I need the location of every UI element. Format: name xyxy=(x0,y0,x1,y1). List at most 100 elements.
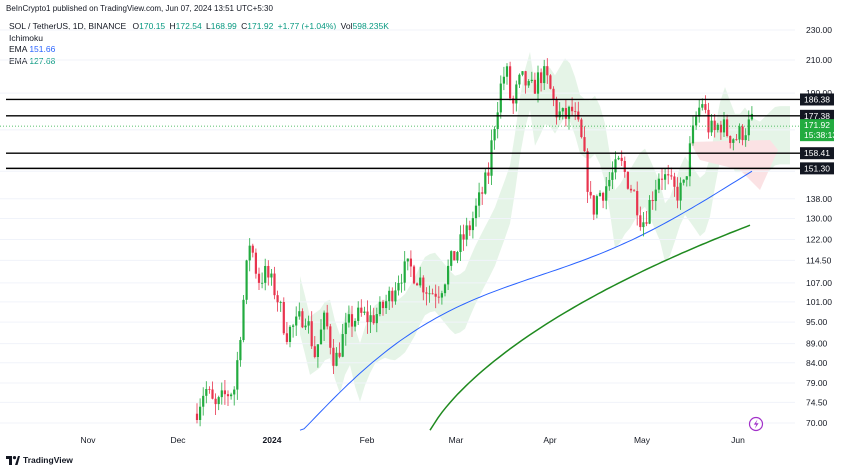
x-tick-label: 2024 xyxy=(263,435,282,445)
high-value: 172.54 xyxy=(175,21,202,31)
candle-body xyxy=(673,176,676,187)
volume-label: Vol xyxy=(340,21,353,31)
candle-body xyxy=(608,179,611,187)
candle-body xyxy=(679,182,682,201)
x-tick-label: Dec xyxy=(170,435,186,445)
candle-body xyxy=(381,301,385,309)
candle-body xyxy=(527,81,530,86)
candle-body xyxy=(450,251,453,266)
price-grid xyxy=(0,29,795,424)
y-tick-label: 89.00 xyxy=(806,339,828,349)
symbol-label[interactable]: SOL / TetherUS, 1D, BINANCE xyxy=(9,21,127,31)
candle-body xyxy=(397,283,400,291)
candle-body xyxy=(512,98,515,104)
candle-body xyxy=(602,192,605,201)
time-axis[interactable]: Nov Dec 2024 Feb Mar Apr May Jun xyxy=(80,435,745,445)
candle-body xyxy=(732,139,735,143)
candle-body xyxy=(713,120,716,131)
candle-body xyxy=(515,84,518,104)
candle-body xyxy=(422,277,425,293)
candle-body xyxy=(205,389,208,396)
candle-body xyxy=(195,413,199,421)
ohlc-row: SOL / TetherUS, 1D, BINANCE O170.15 H172… xyxy=(9,21,389,33)
low-value: 168.99 xyxy=(210,21,237,31)
candle-body xyxy=(729,135,732,143)
candle-body xyxy=(375,314,378,324)
candle-body xyxy=(701,104,704,108)
candle-body xyxy=(254,252,257,274)
x-tick-label: May xyxy=(634,435,651,445)
level-badge xyxy=(800,162,834,175)
candle-body xyxy=(335,352,338,366)
indicator-ichimoku[interactable]: Ichimoku xyxy=(9,32,44,43)
candle-body xyxy=(251,245,254,253)
candle-body xyxy=(223,390,226,395)
candle-body xyxy=(431,293,434,295)
candle-body xyxy=(366,311,369,323)
candle-body xyxy=(611,172,614,180)
candle-body xyxy=(403,261,406,283)
candle-body xyxy=(716,124,719,131)
candle-body xyxy=(636,191,639,216)
candle-body xyxy=(465,225,468,240)
candle-body xyxy=(490,140,493,176)
candle-body xyxy=(326,312,329,327)
candle-body xyxy=(704,104,707,110)
candle-body xyxy=(571,106,574,112)
candle-body xyxy=(657,178,660,190)
candle-body xyxy=(564,108,567,119)
candle-body xyxy=(208,389,211,390)
candle-body xyxy=(595,196,598,215)
tradingview-logo[interactable]: TradingView xyxy=(6,455,73,466)
candle-body xyxy=(211,389,214,399)
candle-body xyxy=(416,283,419,286)
candle-body xyxy=(338,352,341,357)
candle-body xyxy=(660,178,664,180)
candle-body xyxy=(499,83,502,113)
candle-body xyxy=(292,325,295,327)
candle-body xyxy=(536,72,540,94)
candle-body xyxy=(443,284,447,294)
candle-body xyxy=(282,302,285,334)
candle-body xyxy=(307,321,310,326)
candle-body xyxy=(257,273,261,283)
last-price-label: 171.92 xyxy=(804,120,830,130)
candle-body xyxy=(341,334,344,357)
candle-body xyxy=(459,234,462,252)
candle-body xyxy=(264,265,267,283)
candle-body xyxy=(310,321,313,347)
candle-body xyxy=(524,71,527,86)
candle-body xyxy=(385,301,388,309)
candle-body xyxy=(533,79,536,94)
candle-body xyxy=(555,99,558,118)
candle-body xyxy=(279,302,282,303)
candle-body xyxy=(369,315,372,323)
candle-body xyxy=(549,75,552,89)
lightning-icon[interactable] xyxy=(748,416,764,432)
level-badge-label: 177.38 xyxy=(804,111,830,121)
cloud-area xyxy=(300,51,790,402)
horizontal-levels[interactable] xyxy=(0,98,800,170)
indicator-ema-fast[interactable]: EMA 151.66 xyxy=(9,44,56,54)
candle-body xyxy=(567,106,571,119)
candle-body xyxy=(626,171,629,189)
candle-body xyxy=(261,282,264,284)
price-axis[interactable]: 230.00210.00190.00170.00150.00138.00130.… xyxy=(806,25,832,428)
high-label: H xyxy=(169,21,176,31)
candle-body xyxy=(453,251,456,261)
change-value: +1.77 (+1.04%) xyxy=(277,21,337,31)
candle-body xyxy=(332,347,335,366)
candle-body xyxy=(502,76,505,84)
candle-body xyxy=(199,406,202,421)
y-tick-label: 95.00 xyxy=(806,317,828,327)
candle-body xyxy=(285,333,288,342)
candle-body xyxy=(598,192,602,197)
candle-body xyxy=(707,109,710,133)
candle-body xyxy=(629,188,633,191)
candle-body xyxy=(586,151,589,192)
candle-body xyxy=(217,397,220,405)
candle-body xyxy=(695,116,698,126)
candle-body xyxy=(239,340,242,361)
candle-body xyxy=(648,199,651,224)
